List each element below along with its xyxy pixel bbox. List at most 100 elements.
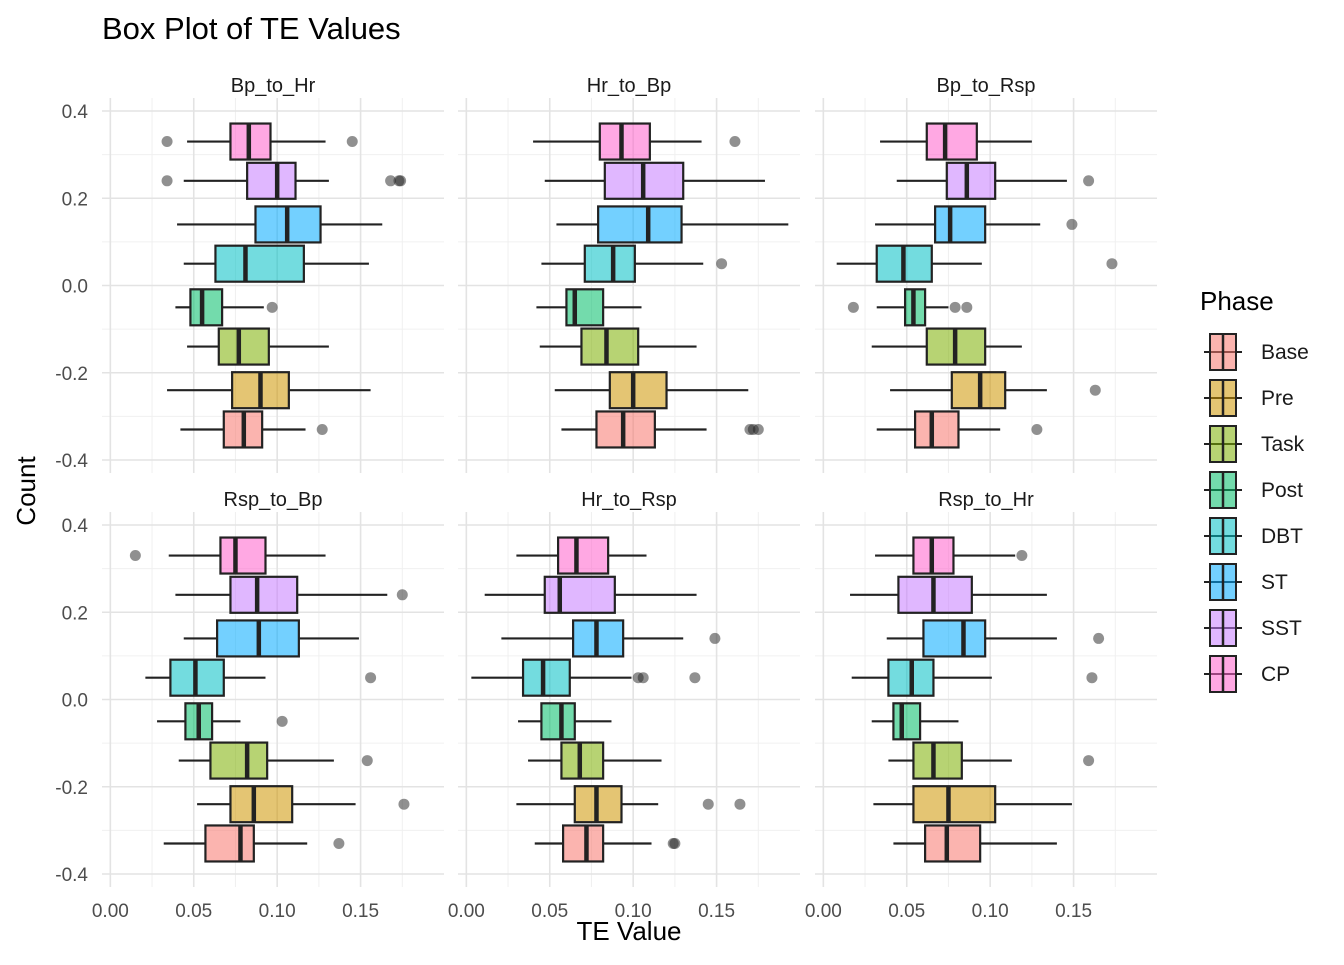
box-dbt xyxy=(836,244,1118,283)
box-cp xyxy=(880,122,1032,161)
box-rect xyxy=(934,205,987,244)
box-rect xyxy=(204,824,255,863)
box-task xyxy=(528,741,662,780)
facet-strip-label: Rsp_to_Hr xyxy=(938,489,1034,511)
box-rect xyxy=(892,702,922,741)
box-sst xyxy=(850,575,1047,614)
outlier-point xyxy=(949,301,961,313)
outlier-point xyxy=(1031,423,1043,435)
y-tick-label: 0.0 xyxy=(62,691,88,712)
box-rect xyxy=(595,410,656,449)
outlier-point xyxy=(161,136,173,148)
outlier-point xyxy=(129,550,141,562)
outlier-point xyxy=(1016,550,1028,562)
facet-panel: Rsp_to_Bp 0.4 0.2 0.0 -0.2 -0.40.00 0.05 0.10 0.… xyxy=(55,489,444,922)
box-base xyxy=(893,824,1057,863)
outlier-point xyxy=(961,301,973,313)
outlier-point xyxy=(702,798,714,810)
y-tick-label: -0.4 xyxy=(55,451,88,472)
y-tick-label: 0.4 xyxy=(62,516,89,537)
outlier-point xyxy=(1083,755,1095,767)
y-tick-label: -0.2 xyxy=(55,778,88,799)
outlier-point xyxy=(361,755,373,767)
box-base xyxy=(876,410,1043,449)
box-rect xyxy=(580,327,640,366)
outlier-point xyxy=(395,175,407,187)
box-pre xyxy=(516,785,746,824)
outlier-point xyxy=(1089,384,1101,396)
box-rect xyxy=(556,536,610,575)
facet-panel: Hr_to_Rsp 0.00 0.05 0.10 0.15 xyxy=(448,489,800,922)
box-pre xyxy=(554,371,749,410)
x-tick-label: 0.00 xyxy=(92,901,129,922)
y-tick-label: 0.0 xyxy=(62,277,88,298)
outlier-point xyxy=(276,715,288,727)
box-rect xyxy=(608,371,668,410)
outlier-point xyxy=(266,301,278,313)
legend-label: Base xyxy=(1261,341,1309,364)
box-dbt xyxy=(471,658,701,697)
box-task xyxy=(178,741,373,780)
box-task xyxy=(888,741,1095,780)
box-st xyxy=(177,205,383,244)
outlier-point xyxy=(398,798,410,810)
outlier-point xyxy=(709,632,721,644)
y-tick-label: 0.2 xyxy=(62,603,88,624)
outlier-point xyxy=(637,672,649,684)
box-post xyxy=(536,288,642,327)
box-rect xyxy=(540,702,576,741)
box-base xyxy=(561,410,764,449)
box-rect xyxy=(209,741,269,780)
x-tick-label: 0.10 xyxy=(259,901,296,922)
box-rect xyxy=(246,161,297,200)
box-rect xyxy=(598,122,651,161)
legend-label: Post xyxy=(1261,479,1303,502)
box-sst xyxy=(484,575,697,614)
outlier-point xyxy=(689,672,701,684)
box-cp xyxy=(516,536,647,575)
outlier-point xyxy=(385,175,397,187)
outlier-point xyxy=(1093,632,1105,644)
box-task xyxy=(187,327,329,366)
box-rect xyxy=(945,161,997,200)
outlier-point xyxy=(1083,175,1095,187)
box-dbt xyxy=(851,658,1098,697)
box-base xyxy=(534,824,681,863)
box-rect xyxy=(214,244,305,283)
box-rect xyxy=(912,741,963,780)
outlier-point xyxy=(1066,218,1078,230)
box-post xyxy=(871,702,959,741)
x-tick-label: 0.15 xyxy=(342,901,379,922)
facet-strip-label: Rsp_to_Bp xyxy=(224,489,323,511)
legend-item-sst: SST xyxy=(1204,609,1302,647)
box-post xyxy=(847,288,973,327)
box-rect xyxy=(925,122,978,161)
legend-label: DBT xyxy=(1261,525,1303,548)
legend-label: ST xyxy=(1261,571,1288,594)
x-tick-label: 0.05 xyxy=(175,901,212,922)
x-axis-label: TE Value xyxy=(576,916,681,946)
box-sst xyxy=(896,161,1095,200)
box-rect xyxy=(565,288,605,327)
x-tick-label: 0.05 xyxy=(888,901,925,922)
box-base xyxy=(180,410,328,449)
legend-item-task: Task xyxy=(1204,425,1305,463)
legend-item-dbt: DBT xyxy=(1204,517,1303,555)
facet-strip-label: Hr_to_Rsp xyxy=(581,489,677,511)
legend: Phase Base Pre Task Post DBT ST SST CP xyxy=(1200,286,1309,693)
facet-panel: Bp_to_Rsp xyxy=(815,75,1157,473)
outlier-point xyxy=(1086,672,1098,684)
box-dbt xyxy=(541,244,728,283)
outlier-point xyxy=(333,837,345,849)
x-tick-label: 0.05 xyxy=(531,901,568,922)
outlier-point xyxy=(346,136,358,148)
legend-title: Phase xyxy=(1200,286,1274,316)
box-st xyxy=(183,619,359,658)
box-rect xyxy=(521,658,571,697)
x-tick-label: 0.00 xyxy=(448,901,485,922)
box-rect xyxy=(924,824,982,863)
box-st xyxy=(501,619,721,658)
facet-panel: Bp_to_Hr 0.4 0.2 0.0 -0.2 -0.4 xyxy=(55,75,444,473)
box-rect xyxy=(189,288,224,327)
